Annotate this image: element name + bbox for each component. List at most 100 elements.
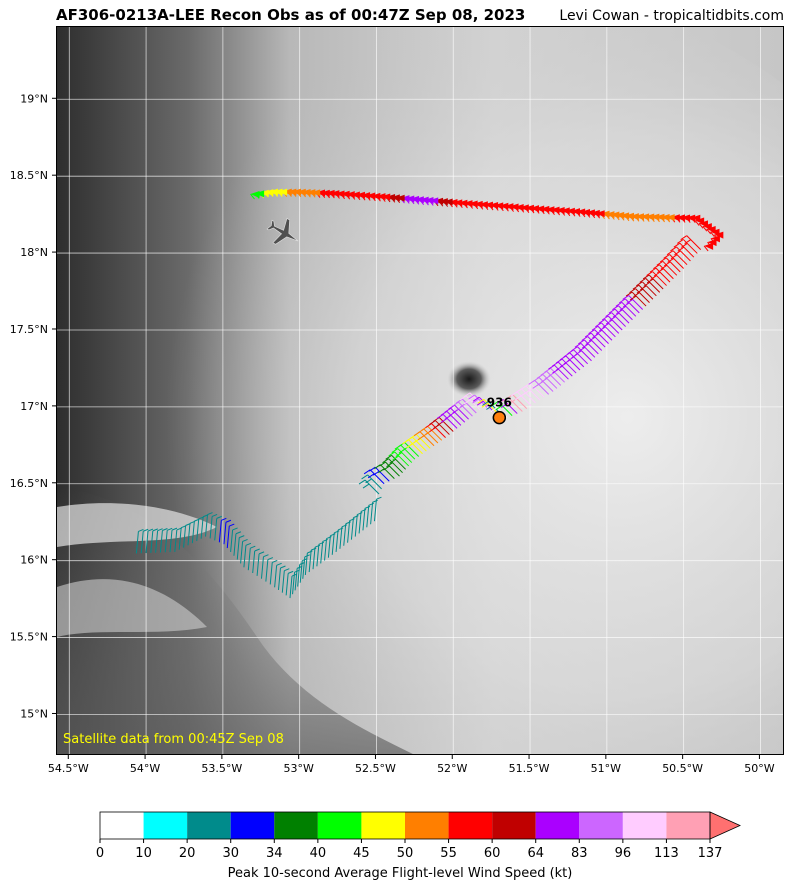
wind-barb — [584, 332, 606, 348]
wind-barb — [226, 523, 235, 549]
wind-barb — [574, 342, 596, 358]
wind-barb — [247, 545, 256, 571]
lon-tick-label: 50.5°W — [662, 762, 703, 775]
wind-barb — [642, 274, 664, 290]
wind-barb — [373, 496, 382, 522]
satellite-timestamp: Satellite data from 00:45Z Sep 08 — [63, 732, 284, 747]
wind-barb — [252, 548, 260, 574]
wind-barb — [601, 315, 623, 331]
colorbar-tick-label: 50 — [397, 846, 414, 861]
colorbar-swatch — [230, 812, 275, 839]
colorbar-tick-label: 60 — [484, 846, 501, 861]
colorbar-tick-label: 113 — [654, 846, 679, 861]
colorbar-tick-label: 45 — [353, 846, 370, 861]
satellite-map: 936 — [56, 26, 784, 755]
wind-barb — [595, 322, 616, 338]
colorbar-tick-label: 83 — [571, 846, 588, 861]
wind-barb — [285, 570, 294, 596]
wind-barb — [612, 305, 633, 321]
wind-barb — [629, 288, 650, 303]
colorbar-swatch — [361, 812, 405, 839]
wind-barb — [703, 242, 714, 252]
wind-barb — [578, 339, 599, 355]
colorbar-swatch — [448, 812, 493, 839]
hurricane-eye — [447, 361, 491, 397]
colorbar-tick-label: 40 — [310, 846, 327, 861]
wind-barb — [653, 264, 674, 280]
colorbar-swatch — [666, 812, 710, 839]
flight-track — [135, 188, 724, 599]
wind-barb — [632, 284, 654, 300]
colorbar-swatch — [405, 812, 449, 839]
colorbar-swatch — [579, 812, 623, 839]
wind-barb — [155, 528, 163, 553]
colorbar-swatch — [274, 812, 318, 839]
lon-tick-label: 53°W — [283, 762, 313, 775]
lon-tick-label: 52°W — [437, 762, 467, 775]
wind-barb — [223, 519, 232, 545]
lat-tick-label: 16°N — [20, 554, 48, 567]
lon-tick-label: 53.5°W — [201, 762, 242, 775]
wind-barb — [571, 346, 592, 362]
wind-barb — [598, 318, 620, 334]
wind-barb — [622, 295, 644, 310]
wind-barb — [391, 448, 413, 463]
wind-barb — [361, 474, 382, 490]
wind-barb — [670, 246, 691, 262]
wind-barb — [159, 528, 168, 553]
wind-barb — [659, 257, 681, 273]
wind-barb — [358, 479, 380, 495]
colorbar-swatch — [187, 812, 231, 839]
wind-barb — [649, 267, 671, 283]
lat-lon-grid — [57, 27, 783, 754]
wind-barb — [491, 401, 513, 416]
lat-tick-label: 16.5°N — [10, 477, 48, 490]
wind-barb — [145, 528, 154, 554]
colorbar-tick-label: 34 — [266, 846, 283, 861]
wind-barb — [707, 239, 717, 248]
lon-tick-label: 50°W — [744, 762, 774, 775]
wind-barb — [281, 568, 290, 593]
wind-barb — [374, 464, 395, 480]
wind-barb — [236, 535, 245, 560]
wind-barb — [618, 298, 640, 314]
wind-barb — [646, 271, 667, 286]
wind-barb — [680, 235, 702, 251]
wind-barb — [150, 528, 158, 553]
wind-barb — [260, 554, 269, 579]
wind-barb — [265, 557, 274, 582]
cloud-band — [57, 579, 207, 637]
wind-barb — [218, 517, 227, 543]
map-canvas: 936 — [57, 27, 783, 754]
wind-barb — [496, 399, 518, 414]
wind-barb — [368, 466, 390, 482]
wind-barb — [666, 250, 688, 266]
lon-tick-label: 54°W — [130, 762, 160, 775]
colorbar-extend-arrow — [709, 811, 741, 840]
wind-barb — [625, 291, 647, 307]
lat-tick-label: 17.5°N — [10, 323, 48, 336]
colorbar-tick-label: 10 — [135, 846, 152, 861]
lat-tick-label: 17°N — [20, 400, 48, 413]
wind-barb — [277, 565, 286, 591]
center-pressure-label: 936 — [487, 396, 512, 410]
lat-tick-label: 18.5°N — [10, 169, 48, 182]
wind-barb — [615, 301, 637, 317]
colorbar-swatch — [535, 812, 580, 839]
wind-barb — [379, 461, 400, 477]
wind-barb — [274, 562, 282, 588]
lat-tick-label: 15°N — [20, 707, 48, 720]
wind-barb — [710, 235, 720, 244]
colorbar-label: Peak 10-second Average Flight-level Wind… — [227, 866, 573, 881]
lon-tick-label: 54.5°W — [48, 762, 89, 775]
wind-barb — [135, 528, 144, 554]
wind-barb — [269, 559, 278, 585]
colorbar-tick-label: 64 — [527, 846, 544, 861]
lon-tick-label: 51°W — [591, 762, 621, 775]
lon-tick-label: 52.5°W — [355, 762, 396, 775]
colorbar-swatch — [492, 812, 536, 839]
colorbar-tick-label: 0 — [96, 846, 104, 861]
author-credit: Levi Cowan - tropicaltidbits.com — [559, 8, 784, 24]
wind-barb — [140, 528, 149, 554]
wind-speed-colorbar: 0 10 20 30 34 40 45 50 55 60 64 83 96 113 137 — [96, 811, 741, 861]
